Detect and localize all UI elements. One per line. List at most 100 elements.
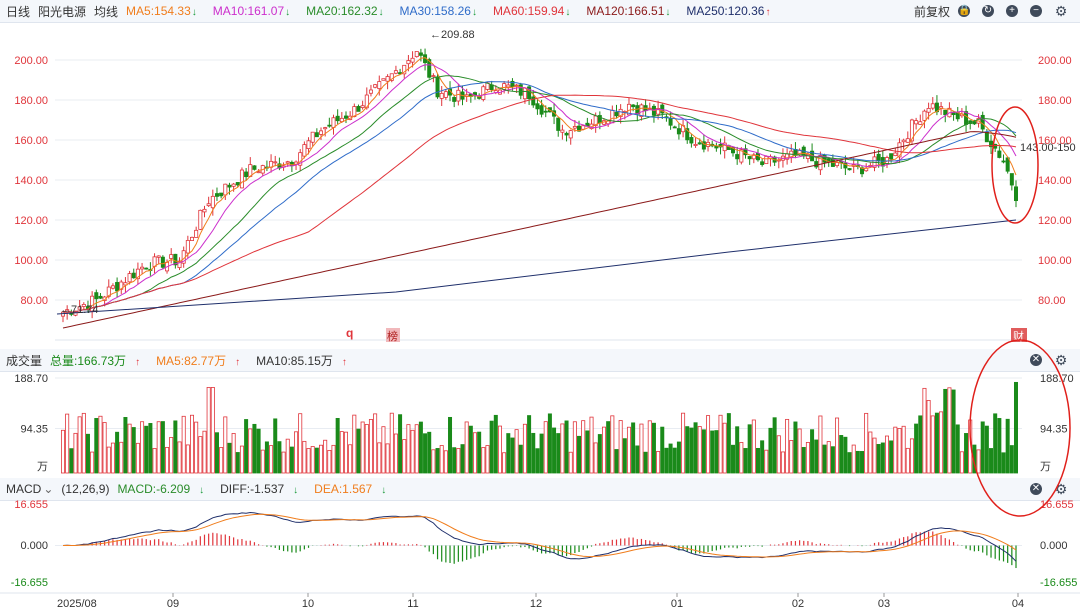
stock-name: 阳光电源 xyxy=(38,4,87,19)
volume-bar xyxy=(289,446,294,474)
volume-bar xyxy=(493,414,498,474)
volume-bar xyxy=(497,425,502,474)
volume-bar xyxy=(751,419,756,474)
candle-body xyxy=(252,165,257,170)
date-tick: 2025/08 xyxy=(57,598,97,610)
volume-title: 成交量 xyxy=(6,353,43,368)
candle-body xyxy=(747,156,752,160)
price-tick-right: 100.00 xyxy=(1038,255,1072,267)
volume-bar xyxy=(69,448,74,474)
volume-bar xyxy=(905,447,910,474)
volume-bar xyxy=(77,416,82,474)
volume-bar xyxy=(760,440,765,474)
candle-body xyxy=(614,112,619,117)
volume-bar xyxy=(660,426,665,474)
volume-bar xyxy=(955,424,960,474)
candle-body xyxy=(984,131,989,143)
volume-bar xyxy=(547,413,552,474)
candle-body xyxy=(997,150,1002,158)
volume-bar xyxy=(235,452,240,474)
volume-bar xyxy=(697,426,702,474)
volume-bar xyxy=(622,438,627,474)
volume-bar xyxy=(431,449,436,474)
price-tick-right: 200.00 xyxy=(1038,55,1072,67)
volume-bar xyxy=(198,436,203,474)
volume-bar xyxy=(448,416,453,474)
volume-bar xyxy=(997,418,1002,474)
lock-icon[interactable]: 🔒 xyxy=(958,5,971,17)
candle-body xyxy=(543,110,548,113)
refresh-icon[interactable]: ↻ xyxy=(982,5,994,17)
macd-tick-left: 16.655 xyxy=(14,499,48,511)
price-tools: 前复权 🔒 ↻ + − ⚙ xyxy=(914,0,1076,22)
adjust-label[interactable]: 前复权 xyxy=(913,4,950,19)
candle-body xyxy=(897,142,902,158)
ma-line xyxy=(62,57,1017,313)
volume-bar xyxy=(822,444,827,474)
volume-unit-left: 万 xyxy=(37,461,48,473)
volume-bar xyxy=(202,430,207,474)
zoom-out-icon[interactable]: − xyxy=(1030,5,1042,17)
close-icon[interactable]: ✕ xyxy=(1030,354,1042,366)
volume-bar xyxy=(398,414,403,474)
volume-bar xyxy=(739,442,744,474)
period-label[interactable]: 日线 xyxy=(6,4,31,19)
volume-bar xyxy=(281,451,286,474)
macd-title[interactable]: MACD xyxy=(6,482,42,496)
volume-bar xyxy=(423,433,428,474)
candle-body xyxy=(140,266,145,270)
volume-bar xyxy=(926,400,931,474)
volume-bar xyxy=(514,429,519,474)
candle-body xyxy=(202,208,207,213)
ma-toggle[interactable]: 均线 xyxy=(94,4,119,19)
candle-body xyxy=(319,130,324,135)
macd-value: MACD:-6.209 ↓ xyxy=(117,482,205,496)
candle-body xyxy=(402,64,407,75)
candle-body xyxy=(1014,186,1019,202)
close-icon[interactable]: ✕ xyxy=(1030,483,1042,495)
volume-bar xyxy=(352,414,357,474)
volume-bar xyxy=(214,432,219,474)
volume-bar xyxy=(385,443,390,474)
volume-bars xyxy=(61,381,1019,474)
volume-bar xyxy=(689,427,694,474)
volume-bar xyxy=(231,433,236,474)
zoom-in-icon[interactable]: + xyxy=(1006,5,1018,17)
volume-bar xyxy=(918,415,923,474)
volume-bar xyxy=(427,431,432,474)
chevron-down-icon[interactable]: ⌄ xyxy=(43,482,54,496)
price-tick-right: 180.00 xyxy=(1038,95,1072,107)
gear-icon[interactable]: ⚙ xyxy=(1054,3,1068,19)
volume-bar xyxy=(127,423,132,474)
volume-bar xyxy=(714,430,719,474)
date-tick: 09 xyxy=(167,598,179,610)
volume-bar xyxy=(306,448,311,474)
volume-bar xyxy=(464,421,469,474)
volume-bar xyxy=(922,387,927,474)
volume-bar xyxy=(797,428,802,474)
candle-body xyxy=(914,120,919,125)
candle-body xyxy=(905,138,910,143)
candle-body xyxy=(502,83,507,90)
price-tick-left: 140.00 xyxy=(14,175,48,187)
candle-body xyxy=(901,139,906,143)
volume-bar xyxy=(876,444,881,474)
volume-bar xyxy=(989,448,994,474)
volume-bar xyxy=(814,439,819,474)
candle-body xyxy=(177,260,182,268)
volume-bar xyxy=(939,411,944,474)
volume-bar xyxy=(485,445,490,474)
volume-bar xyxy=(1001,452,1006,474)
candle-body xyxy=(693,143,698,146)
highlight-circle xyxy=(969,339,1071,517)
price-tick-right: 120.00 xyxy=(1038,215,1072,227)
gear-icon[interactable]: ⚙ xyxy=(1054,352,1068,368)
candle-body xyxy=(119,281,124,290)
volume-bar xyxy=(959,451,964,474)
volume-bar xyxy=(489,420,494,474)
candle-body xyxy=(256,171,261,174)
volume-bar xyxy=(123,417,128,474)
candle-body xyxy=(331,117,336,128)
volume-bar xyxy=(522,423,527,474)
